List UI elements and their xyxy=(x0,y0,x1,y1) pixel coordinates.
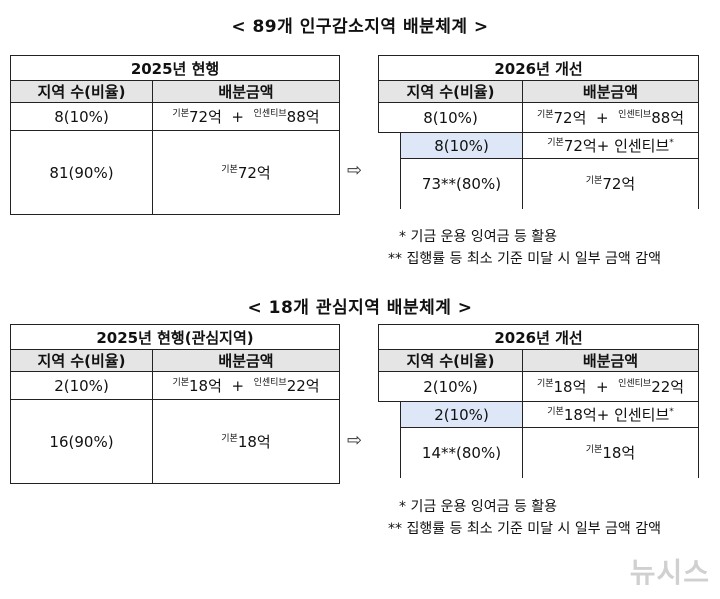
amount-cell: 기본72억 + 인센티브88억 xyxy=(152,102,340,131)
table-row: 16(90%) 기본18억 xyxy=(10,399,341,484)
region-count-cell: 8(10%) xyxy=(10,102,153,131)
amount-cell: 기본72억 + 인센티브88억 xyxy=(521,102,700,133)
base-amount: 18억 xyxy=(237,433,271,451)
section1-improved-table: 2026년 개선 지역 수(비율) 배분금액 8(10%) 기본72억 + 인센… xyxy=(377,55,700,209)
column-header-amount: 배분금액 xyxy=(521,80,700,103)
right-arrow-icon: ⇨ xyxy=(347,430,363,451)
column-header-amount: 배분금액 xyxy=(152,80,340,103)
region-count-cell: 2(10%) xyxy=(378,371,523,402)
incentive-amount: 88억 xyxy=(651,109,685,127)
amount-cell: 기본72억+ 인센티브* xyxy=(521,132,700,159)
base-amount: 18억+ xyxy=(563,406,610,424)
incentive-label: 인센티브 xyxy=(618,110,652,120)
column-header-regions: 지역 수(비율) xyxy=(378,349,523,372)
watermark-logo: 뉴시스 xyxy=(629,556,710,589)
region-count-cell: 81(90%) xyxy=(10,130,153,215)
incentive-amount: 22억 xyxy=(651,378,685,396)
amount-cell: 기본72억 xyxy=(521,158,700,209)
plus-sign: + xyxy=(231,377,245,395)
base-amount: 72억+ xyxy=(563,137,610,155)
column-header-regions: 지역 수(비율) xyxy=(10,349,153,372)
amount-cell: 기본18억 xyxy=(521,427,700,478)
region-count-cell: 14**(80%) xyxy=(400,427,523,478)
table-row: 8(10%) 기본72억 + 인센티브88억 xyxy=(10,102,340,131)
amount-cell: 기본18억 xyxy=(151,399,341,484)
table-row: 8(10%) 기본72억 + 인센티브88억 xyxy=(378,102,700,133)
section1-current-table: 2025년 현행 지역 수(비율) 배분금액 8(10%) 기본72억 + 인센… xyxy=(10,55,340,215)
incentive-label: 인센티브 xyxy=(618,379,652,389)
table-caption: 2026년 개선 xyxy=(377,324,700,350)
base-amount: 18억 xyxy=(553,378,587,396)
amount-cell: 기본18억 + 인센티브22억 xyxy=(521,371,700,402)
section2-current-table: 2025년 현행(관심지역) 지역 수(비율) 배분금액 2(10%) 기본18… xyxy=(9,324,341,484)
indent-cell xyxy=(378,401,401,478)
table-row: 14**(80%) 기본18억 xyxy=(379,427,700,478)
table-row: 2(10%) 기본18억+ 인센티브* xyxy=(378,401,700,478)
base-amount: 72억 xyxy=(553,109,587,127)
column-header-amount: 배분금액 xyxy=(151,349,341,372)
base-label: 기본 xyxy=(547,138,564,148)
column-header-regions: 지역 수(비율) xyxy=(10,80,153,103)
base-label: 기본 xyxy=(547,407,564,417)
base-label: 기본 xyxy=(585,445,603,456)
footnote-1: * 기금 운용 잉여금 등 활용 xyxy=(399,229,558,245)
table-caption: 2025년 현행(관심지역) xyxy=(9,324,341,350)
table-row: 81(90%) 기본72억 xyxy=(10,130,340,215)
column-header-amount: 배분금액 xyxy=(521,349,700,372)
base-label: 기본 xyxy=(536,379,554,389)
table-row: 73**(80%) 기본72억 xyxy=(379,158,700,209)
footnote-2: ** 집행률 등 최소 기준 미달 시 일부 금액 감액 xyxy=(388,521,662,537)
incentive-text: 인센티브 xyxy=(614,137,670,155)
amount-cell: 기본18억 + 인센티브22억 xyxy=(151,371,341,400)
amount-cell: 기본72억 xyxy=(152,130,340,215)
base-label: 기본 xyxy=(221,434,238,444)
footnote-2: ** 집행률 등 최소 기준 미달 시 일부 금액 감액 xyxy=(388,251,662,267)
footnote-1: * 기금 운용 잉여금 등 활용 xyxy=(399,499,558,515)
incentive-amount: 22억 xyxy=(286,377,320,395)
base-label: 기본 xyxy=(536,110,554,120)
footnote-mark: * xyxy=(669,138,674,148)
right-arrow-icon: ⇨ xyxy=(347,160,363,181)
amount-cell: 기본18억+ 인센티브* xyxy=(521,401,700,428)
region-count-cell: 73**(80%) xyxy=(400,158,523,209)
plus-sign: + xyxy=(231,108,244,126)
plus-sign: + xyxy=(595,109,609,127)
region-count-cell-highlighted: 8(10%) xyxy=(400,132,523,159)
table-caption: 2025년 현행 xyxy=(10,55,340,81)
base-amount: 18억 xyxy=(602,444,636,463)
base-label: 기본 xyxy=(172,109,189,119)
base-label: 기본 xyxy=(221,165,238,175)
incentive-amount: 88억 xyxy=(286,108,320,126)
incentive-label: 인센티브 xyxy=(253,109,287,119)
incentive-text: 인센티브 xyxy=(614,406,670,424)
base-amount: 72억 xyxy=(602,175,636,194)
table-row: 2(10%) 기본18억 + 인센티브22억 xyxy=(378,371,700,402)
plus-sign: + xyxy=(595,378,609,396)
table-row: 2(10%) 기본18억 + 인센티브22억 xyxy=(10,371,341,400)
column-header-regions: 지역 수(비율) xyxy=(378,80,523,103)
indent-cell xyxy=(378,132,401,209)
incentive-label: 인센티브 xyxy=(253,378,287,388)
base-label: 기본 xyxy=(585,176,603,187)
base-amount: 72억 xyxy=(237,164,271,182)
region-count-cell: 16(90%) xyxy=(10,399,153,484)
base-label: 기본 xyxy=(172,378,189,388)
table-row: 8(10%) 기본72억+ 인센티브* xyxy=(378,132,700,209)
region-count-cell: 8(10%) xyxy=(378,102,523,133)
base-amount: 72억 xyxy=(188,108,222,126)
section1-title: < 89개 인구감소지역 배분체계 > xyxy=(231,17,489,37)
table-caption: 2026년 개선 xyxy=(377,55,700,81)
region-count-cell-highlighted: 2(10%) xyxy=(400,401,523,428)
region-count-cell: 2(10%) xyxy=(10,371,153,400)
section2-improved-table: 2026년 개선 지역 수(비율) 배분금액 2(10%) 기본18억 + 인센… xyxy=(377,324,700,478)
base-amount: 18억 xyxy=(189,377,222,395)
footnote-mark: * xyxy=(669,407,674,417)
section2-title: < 18개 관심지역 배분체계 > xyxy=(247,298,473,318)
